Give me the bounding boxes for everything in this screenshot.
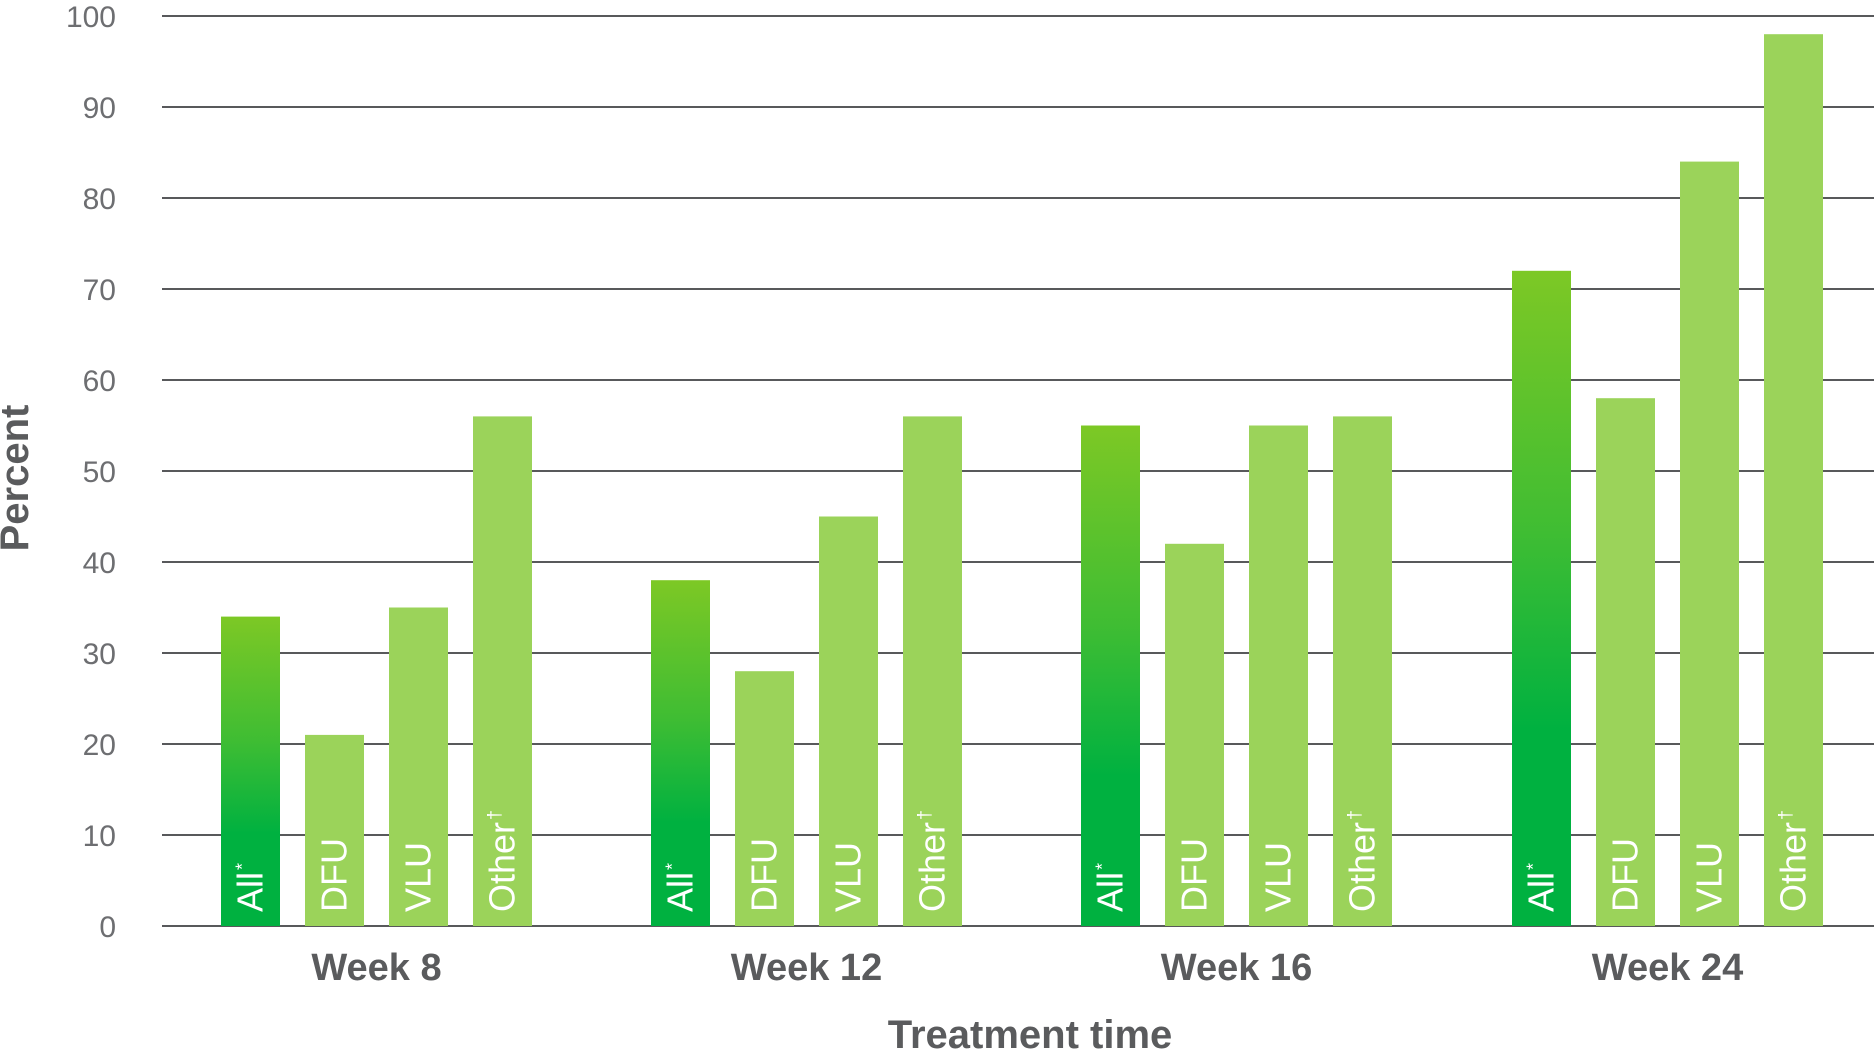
bar-label-text: DFU <box>744 838 785 912</box>
bar-dfu-week-12 <box>735 671 794 926</box>
bar-label: All * <box>230 863 271 912</box>
bar-label-text: DFU <box>1605 838 1646 912</box>
x-axis-categories: Week 8 Week 12 Week 16 Week 24 <box>311 947 1743 989</box>
bar-label-marker: † <box>1345 810 1365 820</box>
bar-label-text: Other <box>1773 822 1814 912</box>
bar-other-week-24 <box>1764 34 1823 926</box>
bar-label: VLU <box>398 842 439 912</box>
bar-all-week-24 <box>1512 270 1571 926</box>
bar-label-text: VLU <box>1258 842 1299 912</box>
bar-dfu-week-16 <box>1165 543 1224 926</box>
bar-label-marker: * <box>1093 863 1113 870</box>
bar-vlu-week-16 <box>1249 425 1308 926</box>
bar-other-week-8 <box>473 416 532 926</box>
bar-label-text: VLU <box>828 842 869 912</box>
bar-label: All * <box>660 863 701 912</box>
bar-label-text: Other <box>482 822 523 912</box>
y-tick-label: 10 <box>83 820 116 853</box>
bar-label-text: Other <box>912 822 953 912</box>
bar-all-week-16 <box>1081 425 1140 926</box>
bar-label: Other † <box>1773 810 1814 912</box>
bar-label-marker: * <box>1524 863 1544 870</box>
bar-all-week-12 <box>651 580 710 926</box>
y-tick-label: 90 <box>83 92 116 125</box>
bar-label-text: VLU <box>1689 842 1730 912</box>
y-axis-title: Percent <box>0 405 37 552</box>
bar-label-text: DFU <box>1174 838 1215 912</box>
bar-dfu-week-24 <box>1596 398 1655 926</box>
bars: All * DFU VLU Other † All * DFU VLU Other † All * DFU V… <box>221 34 1823 927</box>
bar-label-marker: * <box>233 863 253 870</box>
bar-other-week-12 <box>903 416 962 926</box>
x-category-label: Week 16 <box>1161 947 1312 989</box>
bar-label: Other † <box>482 810 523 912</box>
y-tick-label: 20 <box>83 729 116 762</box>
y-tick-label: 30 <box>83 638 116 671</box>
y-tick-label: 40 <box>83 547 116 580</box>
bar-label-text: All <box>660 872 701 912</box>
bar-label: VLU <box>828 842 869 912</box>
bar-label: VLU <box>1689 842 1730 912</box>
x-category-label: Week 24 <box>1592 947 1743 989</box>
bar-label-marker: * <box>663 863 683 870</box>
y-tick-label: 50 <box>83 456 116 489</box>
x-category-label: Week 12 <box>731 947 882 989</box>
bar-label: Other † <box>1342 810 1383 912</box>
y-tick-label: 70 <box>83 274 116 307</box>
y-tick-label: 60 <box>83 365 116 398</box>
bar-label-text: Other <box>1342 822 1383 912</box>
bar-label: Other † <box>912 810 953 912</box>
bar-label: DFU <box>1605 838 1646 912</box>
bar-label-text: All <box>1090 872 1131 912</box>
x-category-label: Week 8 <box>311 947 441 989</box>
bar-label-text: DFU <box>314 838 355 912</box>
bar-label-text: VLU <box>398 842 439 912</box>
bar-label-text: All <box>1521 872 1562 912</box>
bar-vlu-week-8 <box>389 607 448 926</box>
y-axis-ticks: 0 10 20 30 40 50 60 70 80 90 100 <box>66 1 116 944</box>
y-tick-label: 0 <box>99 911 116 944</box>
y-tick-label: 80 <box>83 183 116 216</box>
bar-label: All * <box>1521 863 1562 912</box>
bar-label-marker: † <box>915 810 935 820</box>
bar-label: DFU <box>314 838 355 912</box>
x-axis-title: Treatment time <box>888 1013 1173 1057</box>
bar-label-marker: † <box>1776 810 1796 820</box>
bar-other-week-16 <box>1333 416 1392 926</box>
bar-label: All * <box>1090 863 1131 912</box>
bar-label: VLU <box>1258 842 1299 912</box>
bar-label: DFU <box>744 838 785 912</box>
bar-vlu-week-24 <box>1680 161 1739 927</box>
y-tick-label: 100 <box>66 1 116 34</box>
bar-vlu-week-12 <box>819 516 878 926</box>
bar-label-marker: † <box>485 810 505 820</box>
bar-dfu-week-8 <box>305 734 364 926</box>
bar-all-week-8 <box>221 616 280 926</box>
bar-label-text: All <box>230 872 271 912</box>
bar-label: DFU <box>1174 838 1215 912</box>
